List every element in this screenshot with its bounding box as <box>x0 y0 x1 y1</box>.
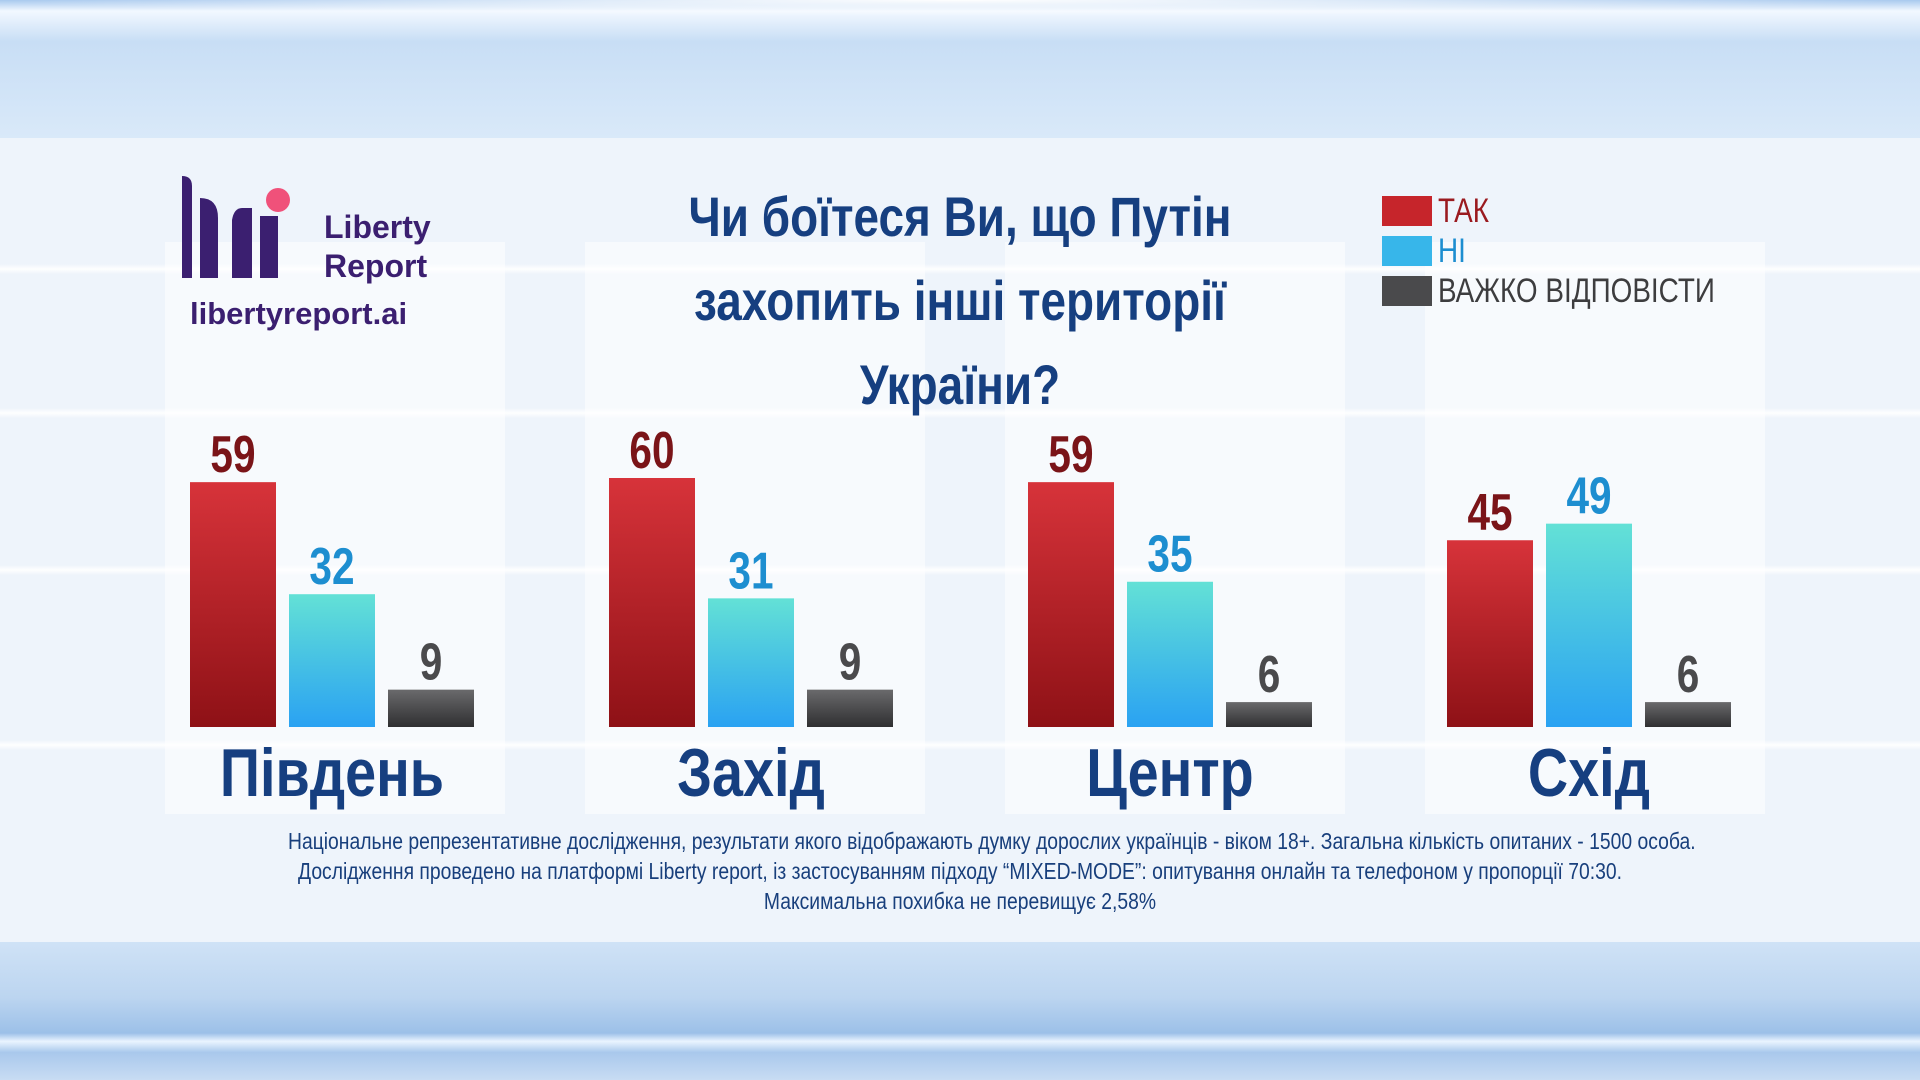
legend-label-yes: ТАК <box>1438 192 1489 230</box>
background-streak <box>0 565 1920 575</box>
chart-title: Чи боїтеся Ви, що Путін захопить інші те… <box>688 185 1232 416</box>
bar-yes <box>1447 540 1533 727</box>
category-label: Центр <box>1086 736 1253 811</box>
footnote: Національне репрезентативне дослідження,… <box>288 826 1696 916</box>
liberty-report-logo-mark <box>182 176 290 278</box>
data-label-hard-to-say: 6 <box>1677 645 1700 703</box>
bar-no <box>289 594 375 727</box>
legend-swatch-yes <box>1382 196 1432 226</box>
data-label-hard-to-say: 9 <box>839 633 862 691</box>
data-label-no: 31 <box>728 542 773 600</box>
bar-hard-to-say <box>388 689 474 727</box>
background-streak <box>0 408 1920 418</box>
background-streak <box>0 740 1920 750</box>
bar-yes <box>609 478 695 727</box>
footnote-line: Максимальна похибка не перевищує 2,58% <box>763 888 1157 914</box>
data-label-hard-to-say: 9 <box>420 633 443 691</box>
data-label-yes: 60 <box>629 421 674 479</box>
bar-hard-to-say <box>1645 702 1731 727</box>
bar-hard-to-say <box>1226 702 1312 727</box>
data-label-hard-to-say: 6 <box>1258 645 1281 703</box>
bar-no <box>708 598 794 727</box>
bottom-background <box>0 942 1920 1080</box>
bar-no <box>1546 523 1632 727</box>
brand-name: Liberty Report <box>324 209 431 284</box>
data-label-yes: 59 <box>1048 425 1093 483</box>
brand-url: libertyreport.ai <box>190 296 408 331</box>
background-streak <box>0 264 1920 274</box>
bar-yes <box>190 482 276 727</box>
top-background <box>0 0 1920 138</box>
bar-hard-to-say <box>807 689 893 727</box>
data-label-yes: 45 <box>1467 483 1512 541</box>
data-label-yes: 59 <box>210 425 255 483</box>
legend-swatch-no <box>1382 236 1432 266</box>
category-label: Південь <box>220 736 444 811</box>
bar-yes <box>1028 482 1114 727</box>
legend-label-hard-to-say: ВАЖКО ВІДПОВІСТИ <box>1438 272 1715 310</box>
legend-label-no: НІ <box>1438 232 1466 270</box>
category-label: Схід <box>1528 736 1650 811</box>
footnote-line: Дослідження проведено на платформі Liber… <box>298 858 1622 884</box>
data-label-no: 32 <box>309 537 354 595</box>
legend-swatch-hard-to-say <box>1382 276 1432 306</box>
footnote-line: Національне репрезентативне дослідження,… <box>288 828 1696 854</box>
data-label-no: 35 <box>1147 525 1192 583</box>
brand-logo: Liberty Report libertyreport.ai <box>178 170 458 340</box>
data-label-no: 49 <box>1566 467 1611 525</box>
bar-no <box>1127 581 1213 727</box>
category-label: Захід <box>677 736 825 811</box>
